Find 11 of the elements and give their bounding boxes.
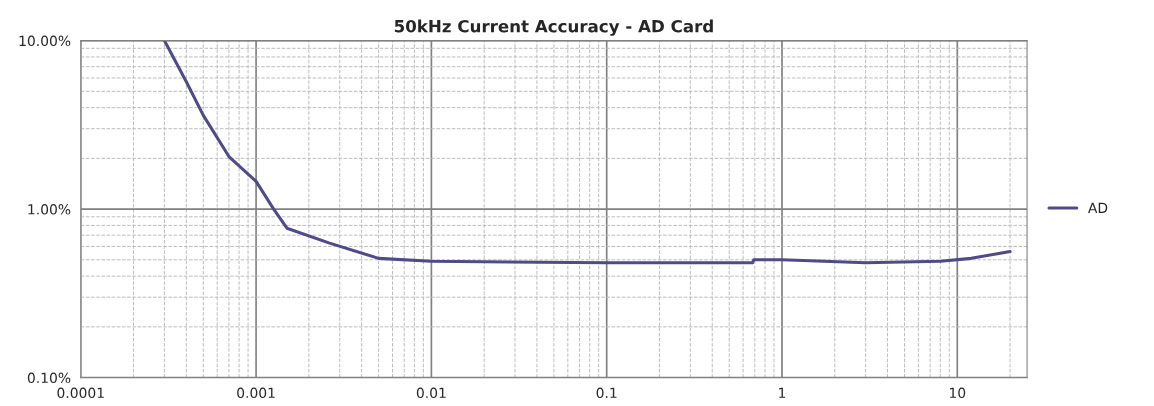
x-tick-label: 10 [949, 387, 966, 399]
x-tick-label: 0.001 [237, 387, 275, 399]
y-tick-label: 0.10% [27, 372, 71, 384]
y-tick-label: 1.00% [28, 204, 71, 215]
x-tick-label: 1 [779, 387, 786, 398]
x-tick-label: 0.1 [596, 387, 617, 399]
x-tick-label: 0.01 [416, 387, 446, 399]
x-tick-label: 0.0001 [57, 387, 104, 399]
y-tick-label: 10.00% [19, 35, 71, 47]
legend-label: AD [1088, 202, 1108, 213]
chart-title: 50kHz Current Accuracy - AD Card [394, 19, 713, 36]
